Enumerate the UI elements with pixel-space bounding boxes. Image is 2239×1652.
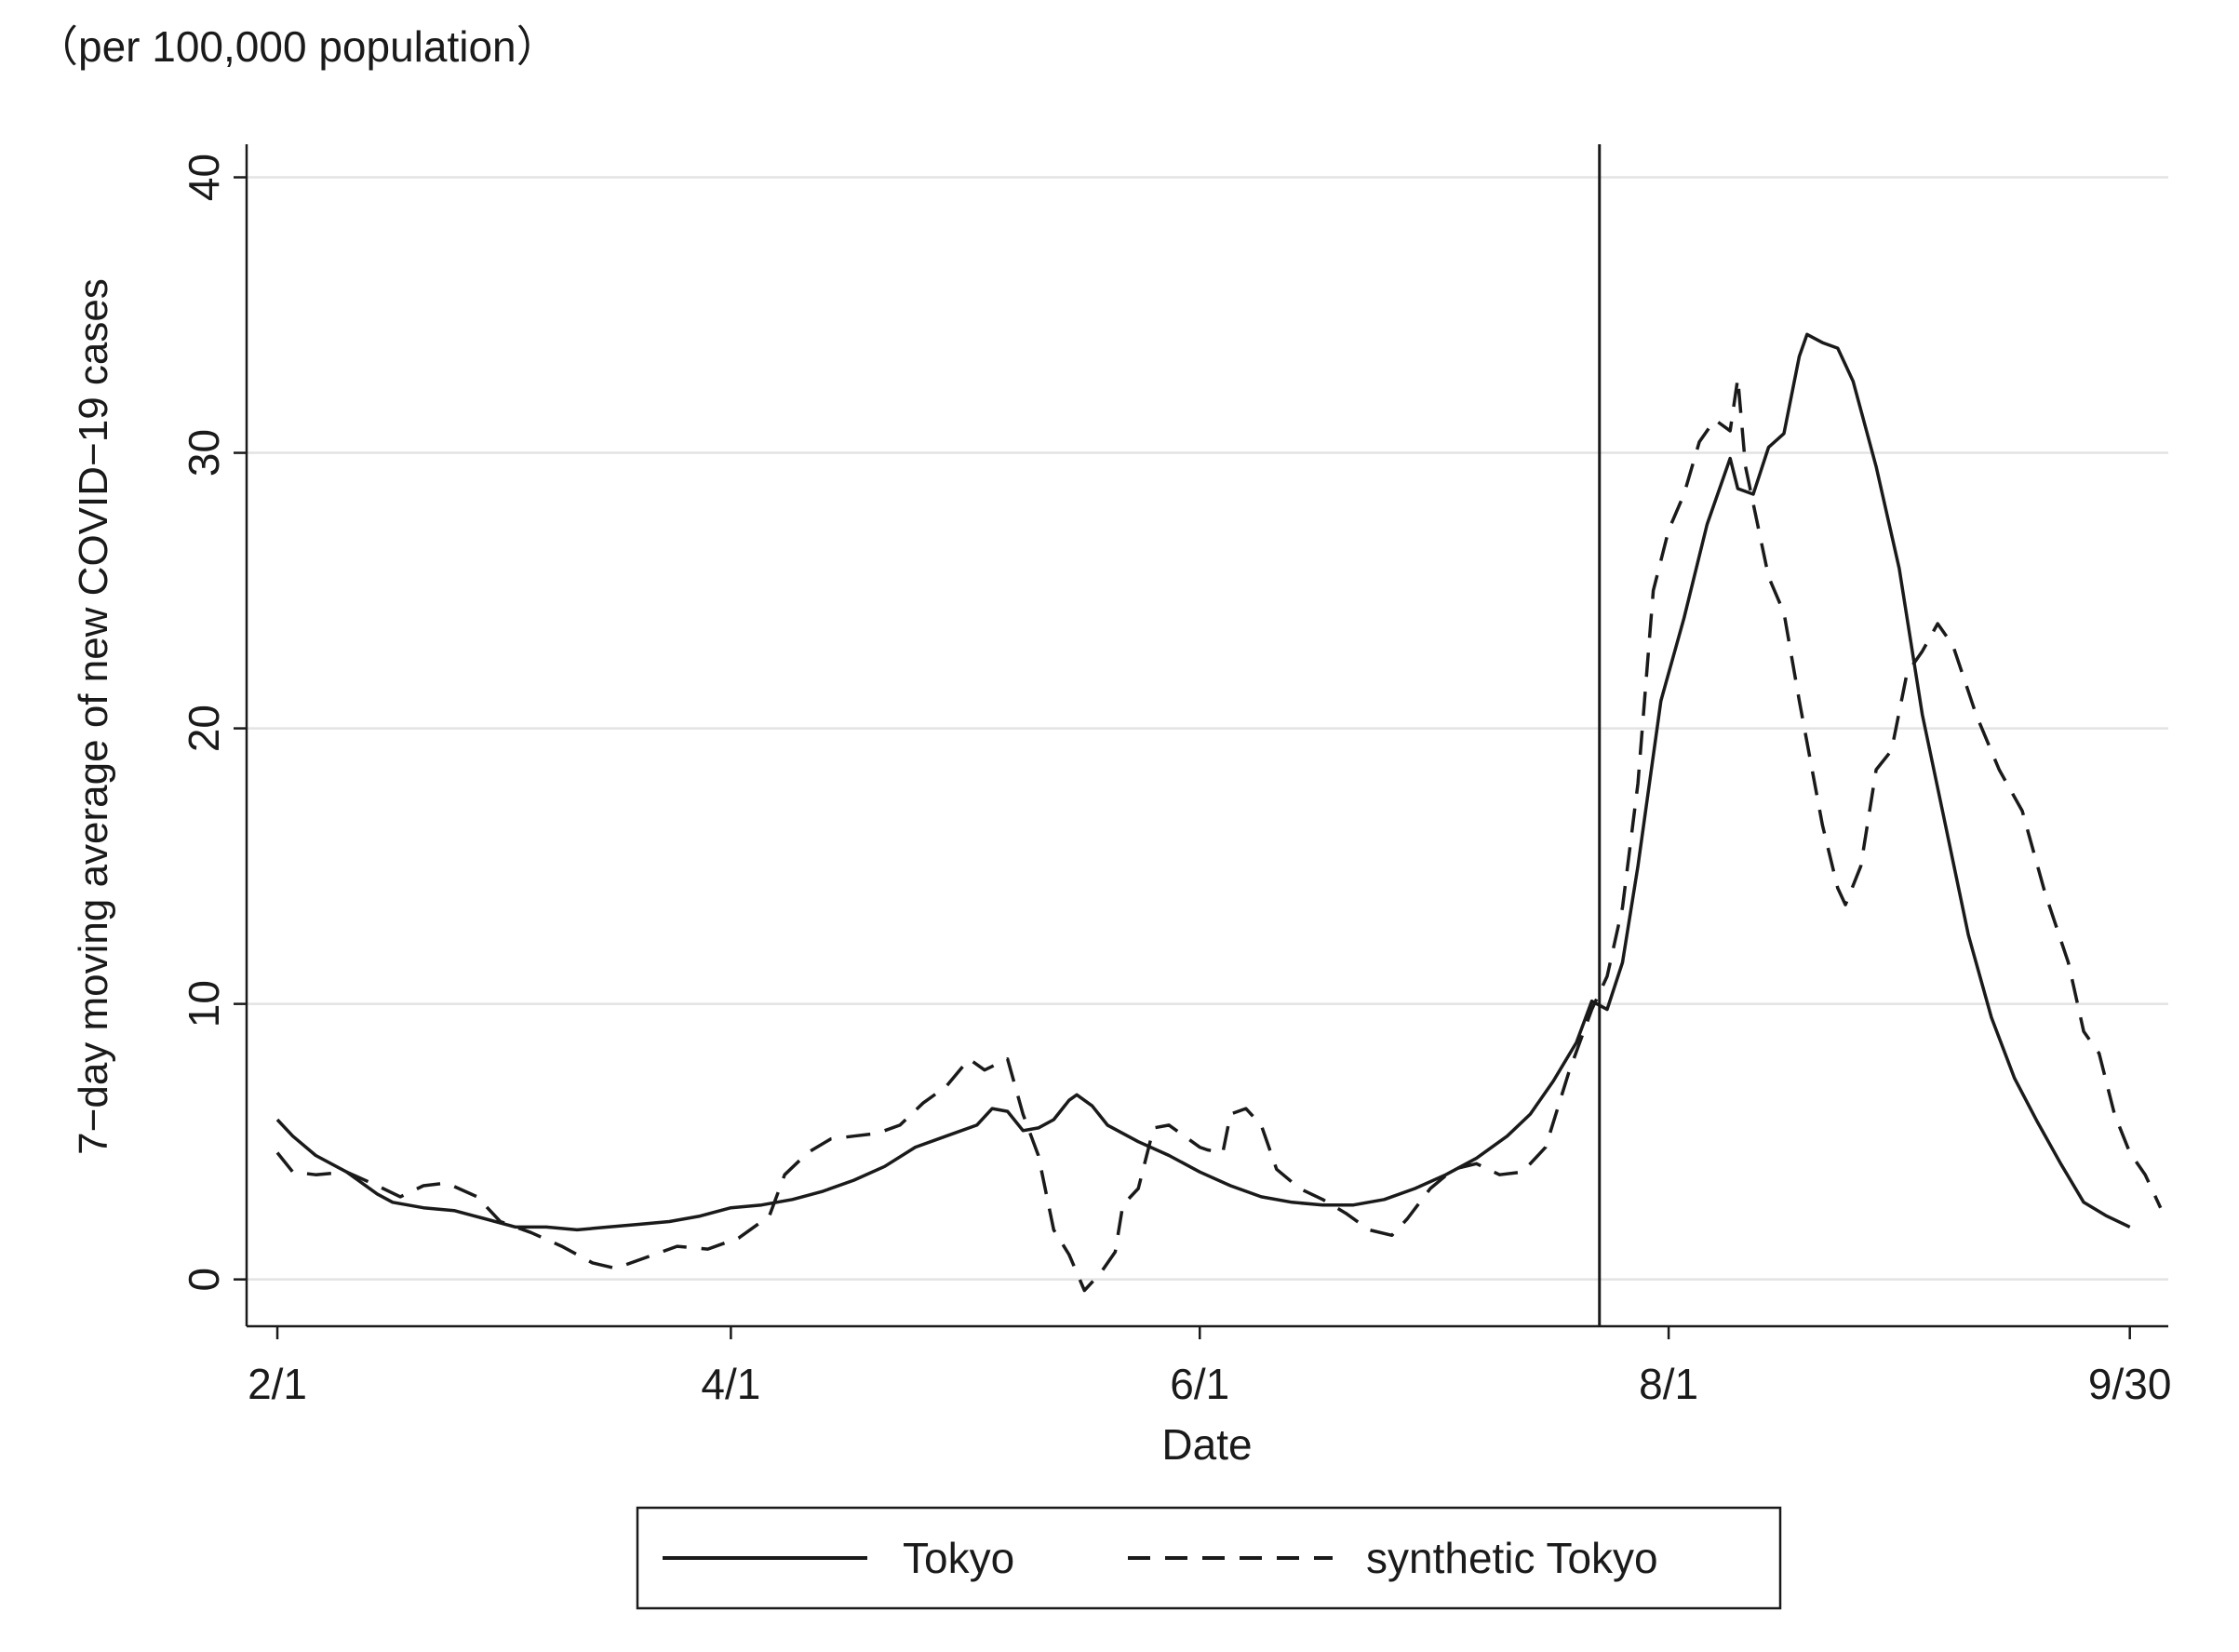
x-tick-label-2/1: 2/1 (248, 1360, 307, 1408)
grid-lines (247, 176, 2168, 1281)
y-tick-label-20: 20 (180, 705, 228, 752)
y-axis-label: 7−day moving average of new COVID−19 cas… (71, 278, 116, 1155)
series-line-synthetic-tokyo (275, 376, 2163, 1293)
series-line-tokyo (275, 332, 2131, 1232)
legend-label-tokyo: Tokyo (903, 1534, 1014, 1582)
y-tick-label-40: 40 (180, 154, 228, 201)
x-axis-label: Date (1161, 1420, 1252, 1469)
legend-label-synthetic-tokyo: synthetic Tokyo (1366, 1534, 1658, 1582)
legend: Tokyo synthetic Tokyo (636, 1506, 1782, 1610)
x-axis-ticks: 2/1 4/1 6/1 8/1 9/30 (248, 1326, 2171, 1408)
y-axis-ticks: 0 10 20 30 40 (180, 154, 247, 1292)
x-tick-label-4/1: 4/1 (701, 1360, 760, 1408)
y-tick-label-10: 10 (180, 980, 228, 1027)
y-tick-label-30: 30 (180, 429, 228, 477)
x-tick-label-8/1: 8/1 (1639, 1360, 1698, 1408)
series-lines (275, 332, 2163, 1293)
x-tick-label-6/1: 6/1 (1170, 1360, 1229, 1408)
x-tick-label-9/30: 9/30 (2088, 1360, 2172, 1408)
y-tick-label-0: 0 (180, 1268, 228, 1292)
unit-note: （per 100,000 population） (35, 22, 559, 71)
